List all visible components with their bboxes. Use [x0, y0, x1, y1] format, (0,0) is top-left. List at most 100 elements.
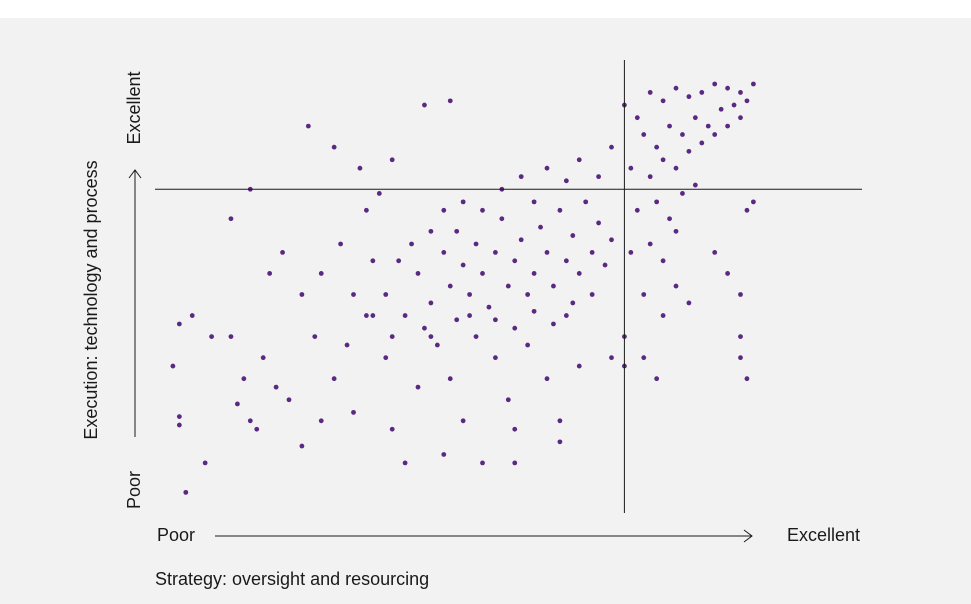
- point: [531, 271, 537, 276]
- point: [254, 426, 260, 432]
- point: [493, 317, 498, 323]
- point: [654, 376, 660, 382]
- point: [538, 224, 543, 230]
- point: [299, 292, 305, 297]
- point: [176, 414, 182, 419]
- y-arrowhead: [128, 169, 142, 179]
- point: [434, 342, 440, 348]
- point: [660, 98, 666, 104]
- point: [660, 313, 666, 318]
- point: [660, 258, 666, 264]
- point: [305, 123, 311, 129]
- point: [557, 439, 563, 445]
- point: [454, 228, 460, 234]
- point: [273, 384, 279, 390]
- point: [260, 355, 266, 361]
- point: [331, 144, 337, 150]
- point: [176, 422, 182, 428]
- point: [647, 174, 653, 180]
- point: [654, 144, 660, 150]
- point: [422, 325, 427, 331]
- point: [744, 207, 750, 213]
- point: [525, 342, 531, 348]
- point: [563, 178, 569, 184]
- point: [738, 90, 743, 95]
- point: [525, 292, 531, 297]
- point: [370, 313, 376, 318]
- point: [641, 292, 647, 297]
- point: [660, 157, 666, 163]
- point: [351, 409, 356, 415]
- point: [331, 376, 337, 382]
- point: [692, 182, 698, 188]
- point: [422, 102, 427, 108]
- point: [505, 283, 511, 289]
- point: [189, 313, 195, 318]
- point: [725, 271, 730, 276]
- point: [609, 355, 614, 361]
- point: [247, 418, 253, 424]
- point: [725, 85, 730, 91]
- point: [686, 148, 692, 154]
- point: [686, 300, 692, 306]
- point: [544, 165, 550, 171]
- point: [228, 334, 234, 339]
- point: [518, 237, 524, 243]
- point: [712, 250, 718, 255]
- point: [183, 489, 189, 495]
- point: [609, 144, 614, 150]
- x-axis-title: Strategy: oversight and resourcing: [155, 569, 429, 589]
- point: [402, 460, 408, 466]
- point: [596, 174, 601, 180]
- point: [551, 321, 556, 327]
- point: [738, 334, 743, 339]
- point: [563, 258, 569, 264]
- point: [480, 460, 485, 466]
- point: [209, 334, 215, 339]
- point: [738, 292, 743, 297]
- point: [570, 233, 576, 238]
- point: [512, 258, 518, 264]
- point: [512, 325, 518, 331]
- point: [286, 397, 292, 403]
- point: [357, 165, 363, 171]
- point: [751, 199, 756, 205]
- point: [563, 313, 569, 318]
- x-arrowhead: [743, 529, 753, 543]
- point: [512, 460, 518, 466]
- point: [467, 313, 472, 318]
- point: [202, 460, 208, 466]
- point: [531, 199, 537, 205]
- point: [351, 292, 356, 297]
- point: [235, 401, 240, 407]
- point: [428, 228, 434, 234]
- point: [467, 292, 472, 297]
- point: [338, 241, 343, 247]
- point: [557, 418, 563, 424]
- point: [712, 81, 718, 87]
- point: [499, 216, 505, 222]
- point: [441, 452, 447, 457]
- point: [280, 250, 285, 255]
- point: [744, 376, 750, 382]
- point: [389, 334, 395, 339]
- point: [447, 283, 453, 289]
- point: [673, 228, 679, 234]
- point: [473, 241, 479, 247]
- point: [176, 321, 182, 327]
- point: [647, 90, 653, 95]
- point: [505, 397, 511, 403]
- point: [673, 85, 679, 91]
- point: [473, 334, 479, 339]
- point: [364, 313, 369, 318]
- point: [589, 292, 595, 297]
- point: [589, 250, 595, 255]
- point: [576, 157, 582, 163]
- point: [712, 132, 718, 137]
- point: [447, 98, 453, 104]
- y-high-label: Excellent: [124, 71, 144, 144]
- point: [692, 115, 698, 121]
- point: [654, 199, 660, 205]
- point: [441, 207, 447, 213]
